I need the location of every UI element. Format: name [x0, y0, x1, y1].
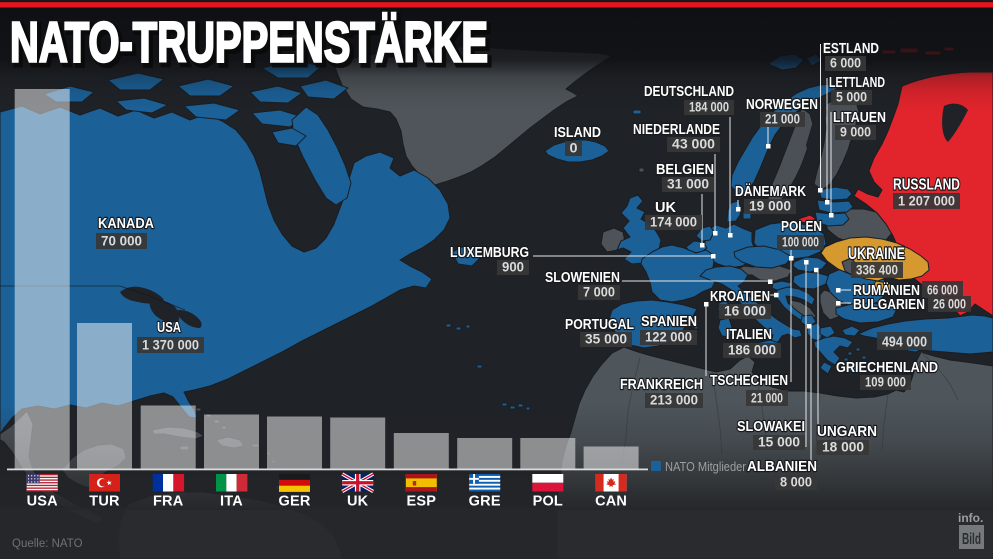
- svg-text:NORWEGEN: NORWEGEN: [746, 97, 818, 113]
- svg-text:NIEDERLANDE: NIEDERLANDE: [633, 122, 720, 138]
- svg-text:USA: USA: [27, 494, 59, 510]
- svg-text:35 000: 35 000: [585, 332, 627, 347]
- svg-text:0: 0: [570, 141, 578, 156]
- svg-text:TUR: TUR: [89, 494, 120, 510]
- svg-text:ALBANIEN: ALBANIEN: [747, 459, 817, 475]
- svg-text:213 000: 213 000: [650, 393, 698, 408]
- svg-text:174 000: 174 000: [650, 215, 697, 230]
- svg-text:109 000: 109 000: [865, 375, 906, 390]
- svg-text:FRA: FRA: [153, 494, 184, 510]
- svg-text:184 000: 184 000: [689, 100, 729, 115]
- svg-text:122 000: 122 000: [645, 330, 692, 345]
- svg-text:BULGARIEN: BULGARIEN: [853, 297, 925, 313]
- svg-text:494 000: 494 000: [882, 334, 927, 351]
- svg-text:info.: info.: [958, 511, 983, 525]
- svg-text:NATO-TRUPPENSTÄRKE: NATO-TRUPPENSTÄRKE: [13, 14, 491, 78]
- svg-text:UKRAINE: UKRAINE: [848, 245, 905, 263]
- svg-text:SLOWAKEI: SLOWAKEI: [737, 419, 805, 435]
- svg-text:Quelle: NATO: Quelle: NATO: [12, 538, 83, 550]
- svg-text:9 000: 9 000: [840, 125, 871, 140]
- svg-text:21 000: 21 000: [765, 112, 800, 127]
- svg-text:15 000: 15 000: [758, 435, 800, 450]
- svg-text:GRIECHENLAND: GRIECHENLAND: [836, 360, 938, 376]
- svg-text:LUXEMBURG: LUXEMBURG: [450, 245, 529, 261]
- svg-text:TSCHECHIEN: TSCHECHIEN: [710, 373, 788, 389]
- svg-text:26 000: 26 000: [933, 296, 966, 312]
- svg-text:6 000: 6 000: [830, 56, 861, 71]
- svg-text:18 000: 18 000: [822, 440, 864, 455]
- svg-text:PORTUGAL: PORTUGAL: [565, 317, 634, 333]
- svg-text:43 000: 43 000: [672, 137, 715, 152]
- svg-text:LITAUEN: LITAUEN: [833, 110, 886, 126]
- svg-text:21 000: 21 000: [751, 391, 783, 406]
- svg-text:5 000: 5 000: [836, 90, 867, 105]
- svg-text:ITALIEN: ITALIEN: [726, 327, 772, 343]
- svg-text:16 000: 16 000: [724, 304, 766, 319]
- svg-text:Bild: Bild: [962, 531, 981, 548]
- svg-text:CAN: CAN: [595, 494, 627, 510]
- svg-text:KANADA: KANADA: [98, 216, 154, 232]
- svg-text:100 000: 100 000: [782, 235, 819, 250]
- svg-text:UK: UK: [347, 494, 369, 510]
- svg-text:900: 900: [502, 260, 524, 275]
- svg-text:1 207 000: 1 207 000: [898, 194, 955, 209]
- svg-text:DEUTSCHLAND: DEUTSCHLAND: [644, 84, 734, 100]
- svg-text:NATO-TRUPPENSTÄRKE: NATO-TRUPPENSTÄRKE: [10, 11, 488, 75]
- svg-text:RUMÄNIEN: RUMÄNIEN: [853, 282, 920, 299]
- svg-text:336 400: 336 400: [856, 262, 898, 278]
- svg-text:7 000: 7 000: [583, 285, 615, 300]
- svg-text:FRANKREICH: FRANKREICH: [620, 377, 703, 393]
- svg-text:19 000: 19 000: [749, 199, 791, 214]
- svg-text:70 000: 70 000: [101, 234, 142, 249]
- svg-text:31 000: 31 000: [667, 177, 709, 192]
- svg-text:USA: USA: [157, 320, 181, 336]
- svg-text:ISLAND: ISLAND: [554, 125, 601, 141]
- svg-text:DÄNEMARK: DÄNEMARK: [735, 183, 806, 200]
- svg-text:ITA: ITA: [220, 494, 243, 510]
- svg-text:UNGARN: UNGARN: [817, 424, 877, 440]
- svg-text:GER: GER: [278, 494, 310, 510]
- svg-text:POLEN: POLEN: [781, 219, 822, 235]
- svg-text:SLOWENIEN: SLOWENIEN: [545, 270, 620, 286]
- svg-text:POL: POL: [533, 494, 563, 510]
- svg-text:186 000: 186 000: [728, 343, 776, 358]
- svg-text:8 000: 8 000: [780, 475, 812, 490]
- svg-text:SPANIEN: SPANIEN: [641, 314, 697, 330]
- svg-text:ESTLAND: ESTLAND: [823, 41, 879, 57]
- svg-text:KROATIEN: KROATIEN: [710, 289, 770, 305]
- svg-text:UK: UK: [655, 200, 677, 216]
- svg-text:ESP: ESP: [406, 494, 436, 510]
- svg-text:BELGIEN: BELGIEN: [656, 162, 714, 178]
- svg-text:RUSSLAND: RUSSLAND: [893, 177, 960, 194]
- svg-text:GRE: GRE: [469, 494, 501, 510]
- svg-text:LETTLAND: LETTLAND: [829, 75, 885, 91]
- svg-text:NATO Mitglieder: NATO Mitglieder: [665, 460, 746, 474]
- svg-text:66 000: 66 000: [927, 282, 958, 298]
- svg-text:1 370 000: 1 370 000: [142, 338, 199, 353]
